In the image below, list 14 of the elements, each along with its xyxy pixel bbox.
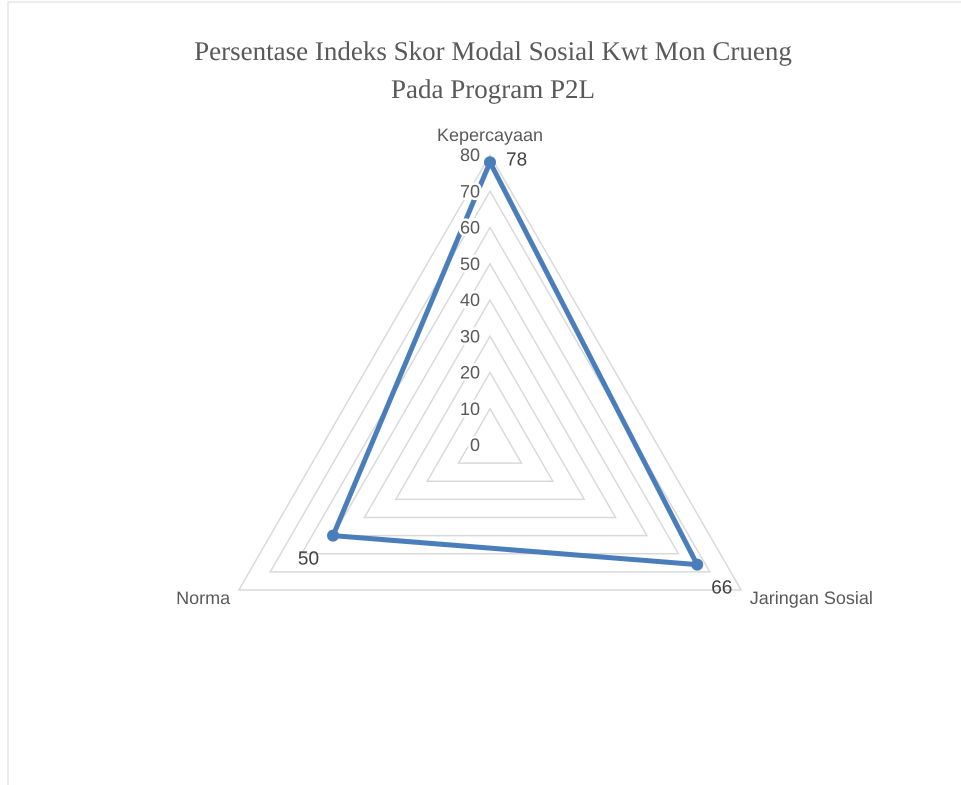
spoke-label: Kepercayaan: [436, 125, 544, 145]
data-label: 50: [298, 548, 320, 570]
data-label: 78: [506, 149, 528, 170]
spoke-label: Norma: [176, 588, 232, 608]
y-tick-label: 0: [470, 435, 480, 455]
y-tick-label: 30: [460, 326, 480, 346]
y-tick-label: 80: [460, 145, 480, 165]
y-tick-label: 50: [460, 254, 480, 274]
data-label: 66: [711, 578, 732, 599]
y-tick-label: 40: [460, 290, 480, 310]
spoke-label: Jaringan Sosial: [750, 588, 873, 608]
y-tick-label: 10: [460, 398, 480, 419]
y-tick-label: 20: [460, 362, 480, 382]
chart-title: Persentase Indeks Skor Modal Sosial Kwt Mon Crueng Pada Program P2L: [194, 36, 792, 104]
